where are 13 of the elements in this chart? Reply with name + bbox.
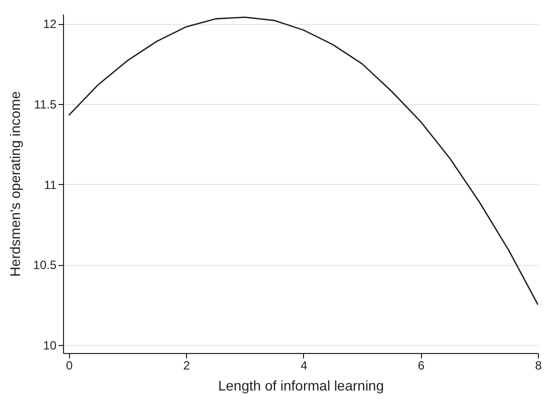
y-tick-label: 10 [43,338,57,352]
y-tick-label: 11.5 [34,97,57,112]
y-tick-label: 12 [43,17,57,32]
line-series [68,16,538,306]
y-tick-label: 11 [44,178,57,192]
y-tick-label: 10.5 [33,258,57,272]
x-tick-label: 4 [300,358,308,372]
x-tick-label: 8 [535,358,542,372]
x-tick-label: 2 [183,358,190,372]
x-tick-label: 6 [418,358,425,372]
x-tick-label: 0 [66,358,74,372]
y-axis-title: Herdsmen's operating income [7,91,24,277]
x-axis-title: Length of informal learning [218,378,384,394]
